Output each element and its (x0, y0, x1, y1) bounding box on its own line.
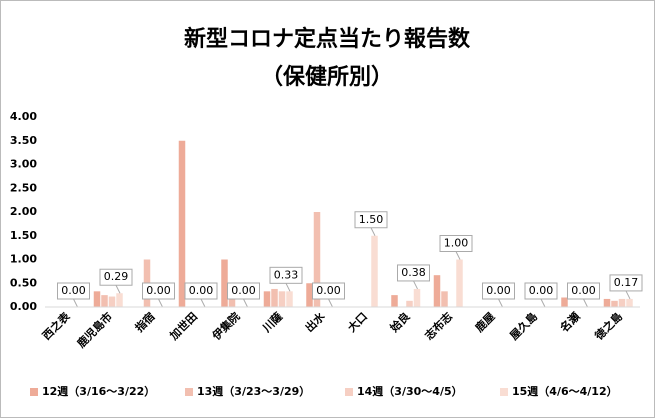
data-label: 0.33 (274, 268, 299, 281)
label-box (269, 266, 303, 284)
legend-label: 15週（4/6～4/12） (512, 384, 618, 398)
label-leader (115, 285, 121, 294)
label-box (99, 268, 133, 286)
bar (178, 140, 186, 307)
label-leader (285, 283, 291, 292)
bar (561, 297, 568, 307)
y-tick-label: 3.50 (10, 134, 37, 147)
y-tick-label: 3.00 (10, 158, 37, 171)
label-leader (200, 298, 206, 308)
data-label: 0.00 (61, 284, 86, 297)
bar (433, 275, 441, 307)
legend-swatch (30, 388, 38, 396)
bar (371, 235, 378, 307)
bar (626, 298, 633, 307)
label-box (142, 282, 175, 300)
label-leader (413, 280, 418, 290)
y-tick-label: 0.00 (10, 300, 37, 313)
y-tick-label: 0.50 (10, 276, 37, 289)
label-leader (328, 298, 333, 308)
bar (441, 291, 448, 307)
bar (413, 288, 421, 307)
chart-title: 新型コロナ定点当たり報告数 (184, 26, 471, 52)
data-label: 0.17 (614, 276, 639, 289)
legend-label: 12週（3/16～3/22） (42, 384, 155, 398)
label-box (184, 282, 218, 300)
bar (108, 296, 116, 307)
data-label: 1.50 (359, 213, 384, 226)
data-label: 0.00 (571, 284, 596, 297)
data-label: 0.00 (231, 284, 256, 297)
y-tick-label: 1.50 (10, 229, 37, 242)
bar (221, 259, 228, 307)
legend-swatch (345, 388, 353, 396)
data-label: 0.38 (401, 266, 426, 279)
label-box (524, 282, 558, 300)
label-leader (498, 298, 503, 308)
data-label: 1.00 (444, 237, 469, 250)
data-label: 0.00 (189, 284, 214, 297)
legend-label: 14週（3/30～4/5） (357, 384, 463, 398)
label-leader (455, 251, 461, 260)
label-box (567, 282, 600, 300)
legend-label: 13週（3/23～3/29） (197, 384, 310, 398)
data-label: 0.00 (486, 284, 511, 297)
label-leader (158, 298, 163, 308)
data-label: 0.00 (146, 284, 171, 297)
label-leader (625, 290, 631, 300)
y-tick-label: 4.00 (10, 110, 37, 123)
chart-subtitle: （保健所別） (261, 64, 393, 90)
legend-swatch (500, 388, 508, 396)
legend-swatch (185, 388, 193, 396)
label-box (482, 282, 515, 300)
bar (611, 300, 618, 307)
bar (278, 291, 286, 307)
y-tick-label: 2.50 (10, 181, 37, 194)
bar (263, 291, 271, 307)
label-box (227, 282, 260, 300)
bar (391, 295, 398, 307)
label-leader (540, 298, 546, 308)
bar (271, 288, 278, 307)
bar (101, 295, 108, 307)
bar (306, 283, 313, 307)
label-leader (370, 227, 376, 236)
label-box (57, 282, 90, 300)
label-box (609, 274, 643, 292)
y-tick-label: 1.00 (10, 253, 37, 266)
label-box (312, 282, 345, 300)
bar (313, 212, 321, 307)
bar (406, 300, 413, 307)
label-box (439, 235, 473, 252)
y-tick-label: 2.00 (10, 205, 37, 218)
bar (603, 298, 611, 307)
data-label: 0.00 (529, 284, 554, 297)
data-label: 0.00 (316, 284, 341, 297)
bar (456, 259, 463, 307)
bar (618, 298, 626, 307)
label-leader (73, 298, 78, 308)
label-leader (583, 298, 588, 308)
bar (93, 291, 101, 307)
data-label: 0.29 (104, 270, 129, 283)
bar (116, 293, 123, 307)
label-box (397, 264, 430, 282)
bar (286, 291, 293, 307)
label-box (354, 211, 388, 229)
label-leader (243, 298, 248, 308)
